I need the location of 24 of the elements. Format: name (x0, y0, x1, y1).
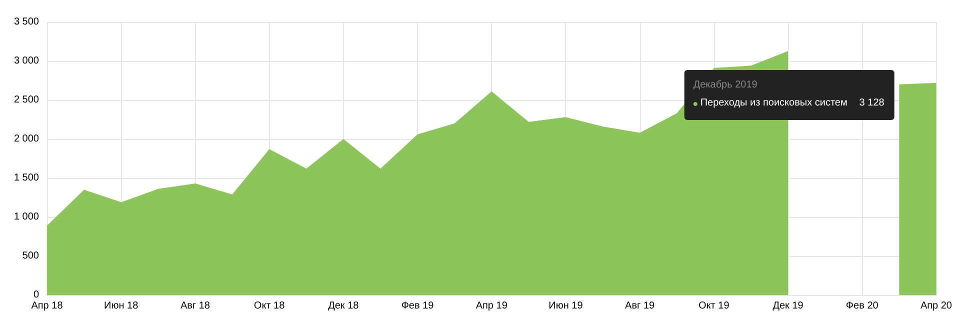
x-tick-label: Авг 19 (625, 300, 656, 312)
y-tick-label: 3 000 (14, 56, 40, 66)
x-tick-label: Дек 19 (772, 300, 804, 312)
x-tick-label: Апр 18 (31, 300, 64, 312)
legend-label: Переходы из поисковых систем (700, 98, 848, 108)
y-tick-label: 500 (22, 250, 40, 262)
x-tick-label: Июн 19 (548, 300, 584, 312)
x-tick-label: Окт 19 (698, 300, 730, 312)
x-tick-label: Апр 20 (920, 300, 952, 312)
y-tick-label: 2 000 (14, 134, 40, 144)
y-tick-label: 2 500 (14, 94, 40, 106)
y-tick-label: 1 500 (14, 172, 40, 184)
x-tick-label: Дек 18 (328, 300, 360, 312)
x-tick-label: Июн 18 (104, 300, 139, 312)
annotation: Декабрь 2019 (693, 80, 758, 90)
annotation: 3 128 (859, 98, 885, 108)
x-tick-label: Фев 19 (401, 300, 434, 312)
y-tick-label: 1 000 (14, 212, 40, 222)
x-tick-label: Окт 18 (254, 300, 286, 312)
x-tick-label: Апр 19 (476, 300, 508, 312)
y-tick-label: 0 (33, 290, 40, 300)
x-tick-label: Авг 18 (180, 300, 210, 312)
y-tick-label: 3 500 (14, 16, 40, 28)
x-tick-label: Фев 20 (846, 300, 879, 312)
